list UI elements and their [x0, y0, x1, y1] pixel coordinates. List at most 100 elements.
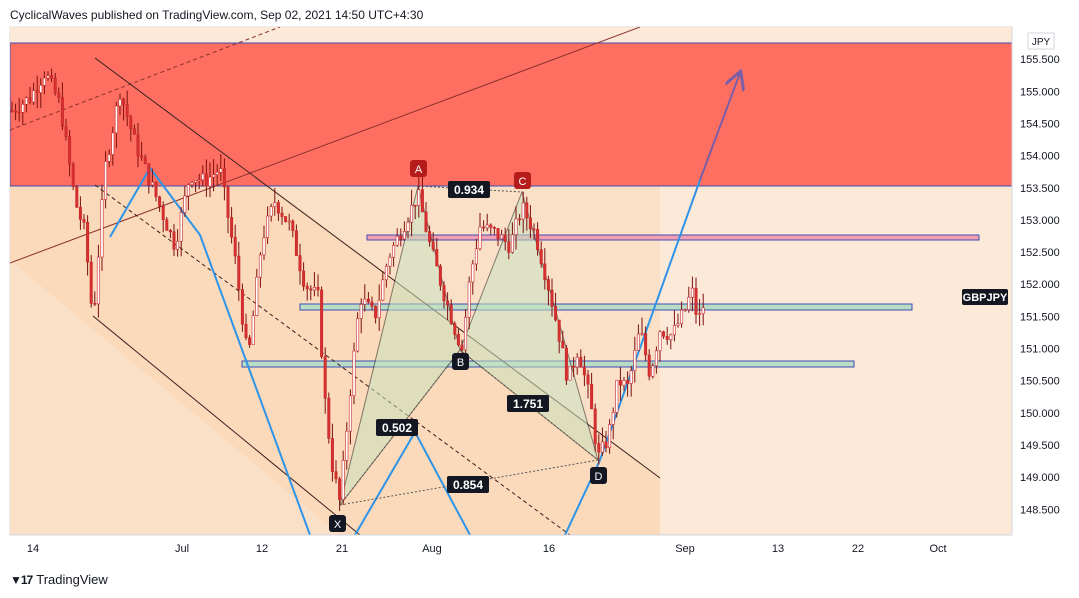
svg-text:1.751: 1.751 — [513, 397, 543, 411]
candle-body — [503, 234, 507, 242]
candle-body — [680, 309, 684, 325]
channel-lower-line[interactable] — [92, 315, 361, 535]
svg-text:C: C — [519, 176, 527, 188]
support-band-upper[interactable] — [299, 303, 913, 311]
ratio-xd[interactable]: 0.854 — [447, 476, 489, 493]
candle-body — [557, 319, 561, 342]
candle-body — [176, 240, 180, 250]
candle-body — [316, 286, 320, 291]
point-a[interactable]: A — [410, 160, 427, 177]
price-axis[interactable]: 148.500 149.000 149.500 150.000 150.500 151.0… — [1020, 54, 1060, 516]
candle-body — [698, 313, 702, 315]
point-x[interactable]: X — [329, 515, 346, 532]
point-b[interactable]: B — [452, 353, 469, 370]
candle-body — [456, 334, 460, 346]
target-arrow[interactable] — [699, 73, 740, 181]
currency-label: JPY — [1032, 37, 1051, 48]
projection-right[interactable] — [564, 179, 701, 535]
svg-text:0.934: 0.934 — [454, 183, 484, 197]
rising-trendline-dashed[interactable] — [10, 27, 281, 131]
candle-body — [636, 333, 640, 351]
candle-body — [687, 296, 691, 310]
candle-body — [604, 441, 608, 448]
candle-body — [46, 75, 50, 79]
candle-body — [644, 333, 648, 356]
candle-body — [32, 90, 36, 103]
candle-body — [309, 288, 313, 291]
candle-body — [690, 287, 694, 298]
x-tick-label: 13 — [772, 543, 784, 555]
y-tick-label: 154.500 — [1020, 118, 1060, 130]
x-tick-label: Jul — [175, 543, 189, 555]
candle-body — [35, 90, 39, 93]
candle-body — [431, 241, 435, 250]
publish-info: CyclicalWaves published on TradingView.c… — [10, 8, 424, 22]
candle-body — [388, 256, 392, 267]
candle-body — [543, 263, 547, 280]
candle-body — [406, 221, 410, 232]
candle-body — [39, 85, 43, 93]
candle-body — [392, 245, 396, 258]
candle-body — [615, 380, 619, 413]
candle-body — [197, 179, 201, 182]
candle-body — [338, 478, 342, 500]
ratio-bd[interactable]: 1.751 — [507, 395, 549, 412]
candle-body — [60, 96, 64, 127]
svg-text:D: D — [595, 471, 603, 483]
candle-body — [352, 350, 356, 397]
candle-body — [291, 220, 295, 232]
candle-body — [514, 218, 518, 235]
candle-body — [651, 365, 655, 377]
candle-body — [413, 204, 417, 207]
ratio-ab[interactable]: 0.502 — [376, 419, 418, 436]
candle-body — [118, 98, 122, 107]
candle-body — [183, 195, 187, 213]
candle-body — [266, 215, 270, 238]
resistance-band[interactable] — [366, 234, 980, 241]
candle-body — [608, 424, 612, 448]
candle-body — [68, 136, 72, 165]
candle-body — [701, 307, 705, 314]
candle-body — [53, 78, 57, 94]
ratio-xb[interactable]: 0.934 — [448, 181, 490, 198]
candle-body — [348, 395, 352, 432]
candle-body — [226, 186, 230, 218]
candle-body — [464, 317, 468, 351]
projection-left[interactable] — [109, 166, 311, 535]
candle-body — [258, 254, 262, 278]
candle-body — [154, 181, 158, 198]
point-c[interactable]: C — [514, 172, 531, 189]
candle-body — [107, 154, 111, 162]
candle-body — [561, 340, 565, 349]
y-tick-label: 154.000 — [1020, 151, 1060, 163]
candle-body — [536, 229, 540, 250]
candle-body — [359, 304, 363, 319]
candle-body — [554, 306, 558, 321]
svg-text:A: A — [415, 164, 423, 176]
candle-body — [676, 323, 680, 326]
y-tick-label: 155.000 — [1020, 86, 1060, 98]
candle-body — [158, 196, 162, 207]
candle-body — [683, 309, 687, 311]
candle-body — [471, 263, 475, 283]
candle-body — [24, 97, 28, 105]
point-d[interactable]: D — [590, 467, 607, 484]
rising-trendline[interactable] — [10, 27, 641, 264]
candle-body — [377, 299, 381, 319]
candle-body — [363, 298, 367, 305]
candle-body — [248, 337, 252, 345]
candle-body — [233, 236, 237, 257]
supply-zone[interactable] — [10, 42, 1012, 187]
candle-body — [366, 298, 370, 303]
candle-body — [251, 315, 255, 345]
candle-body — [78, 206, 82, 220]
candle-body — [453, 323, 457, 335]
x-tick-label: 12 — [256, 543, 268, 555]
svg-text:B: B — [457, 357, 464, 369]
candle-body — [302, 270, 306, 287]
candle-body — [489, 224, 493, 228]
candle-body — [521, 202, 525, 220]
x-tick-label: 14 — [27, 543, 39, 555]
time-axis[interactable]: 14 Jul 12 21 Aug 16 Sep 13 22 Oct — [27, 543, 947, 555]
